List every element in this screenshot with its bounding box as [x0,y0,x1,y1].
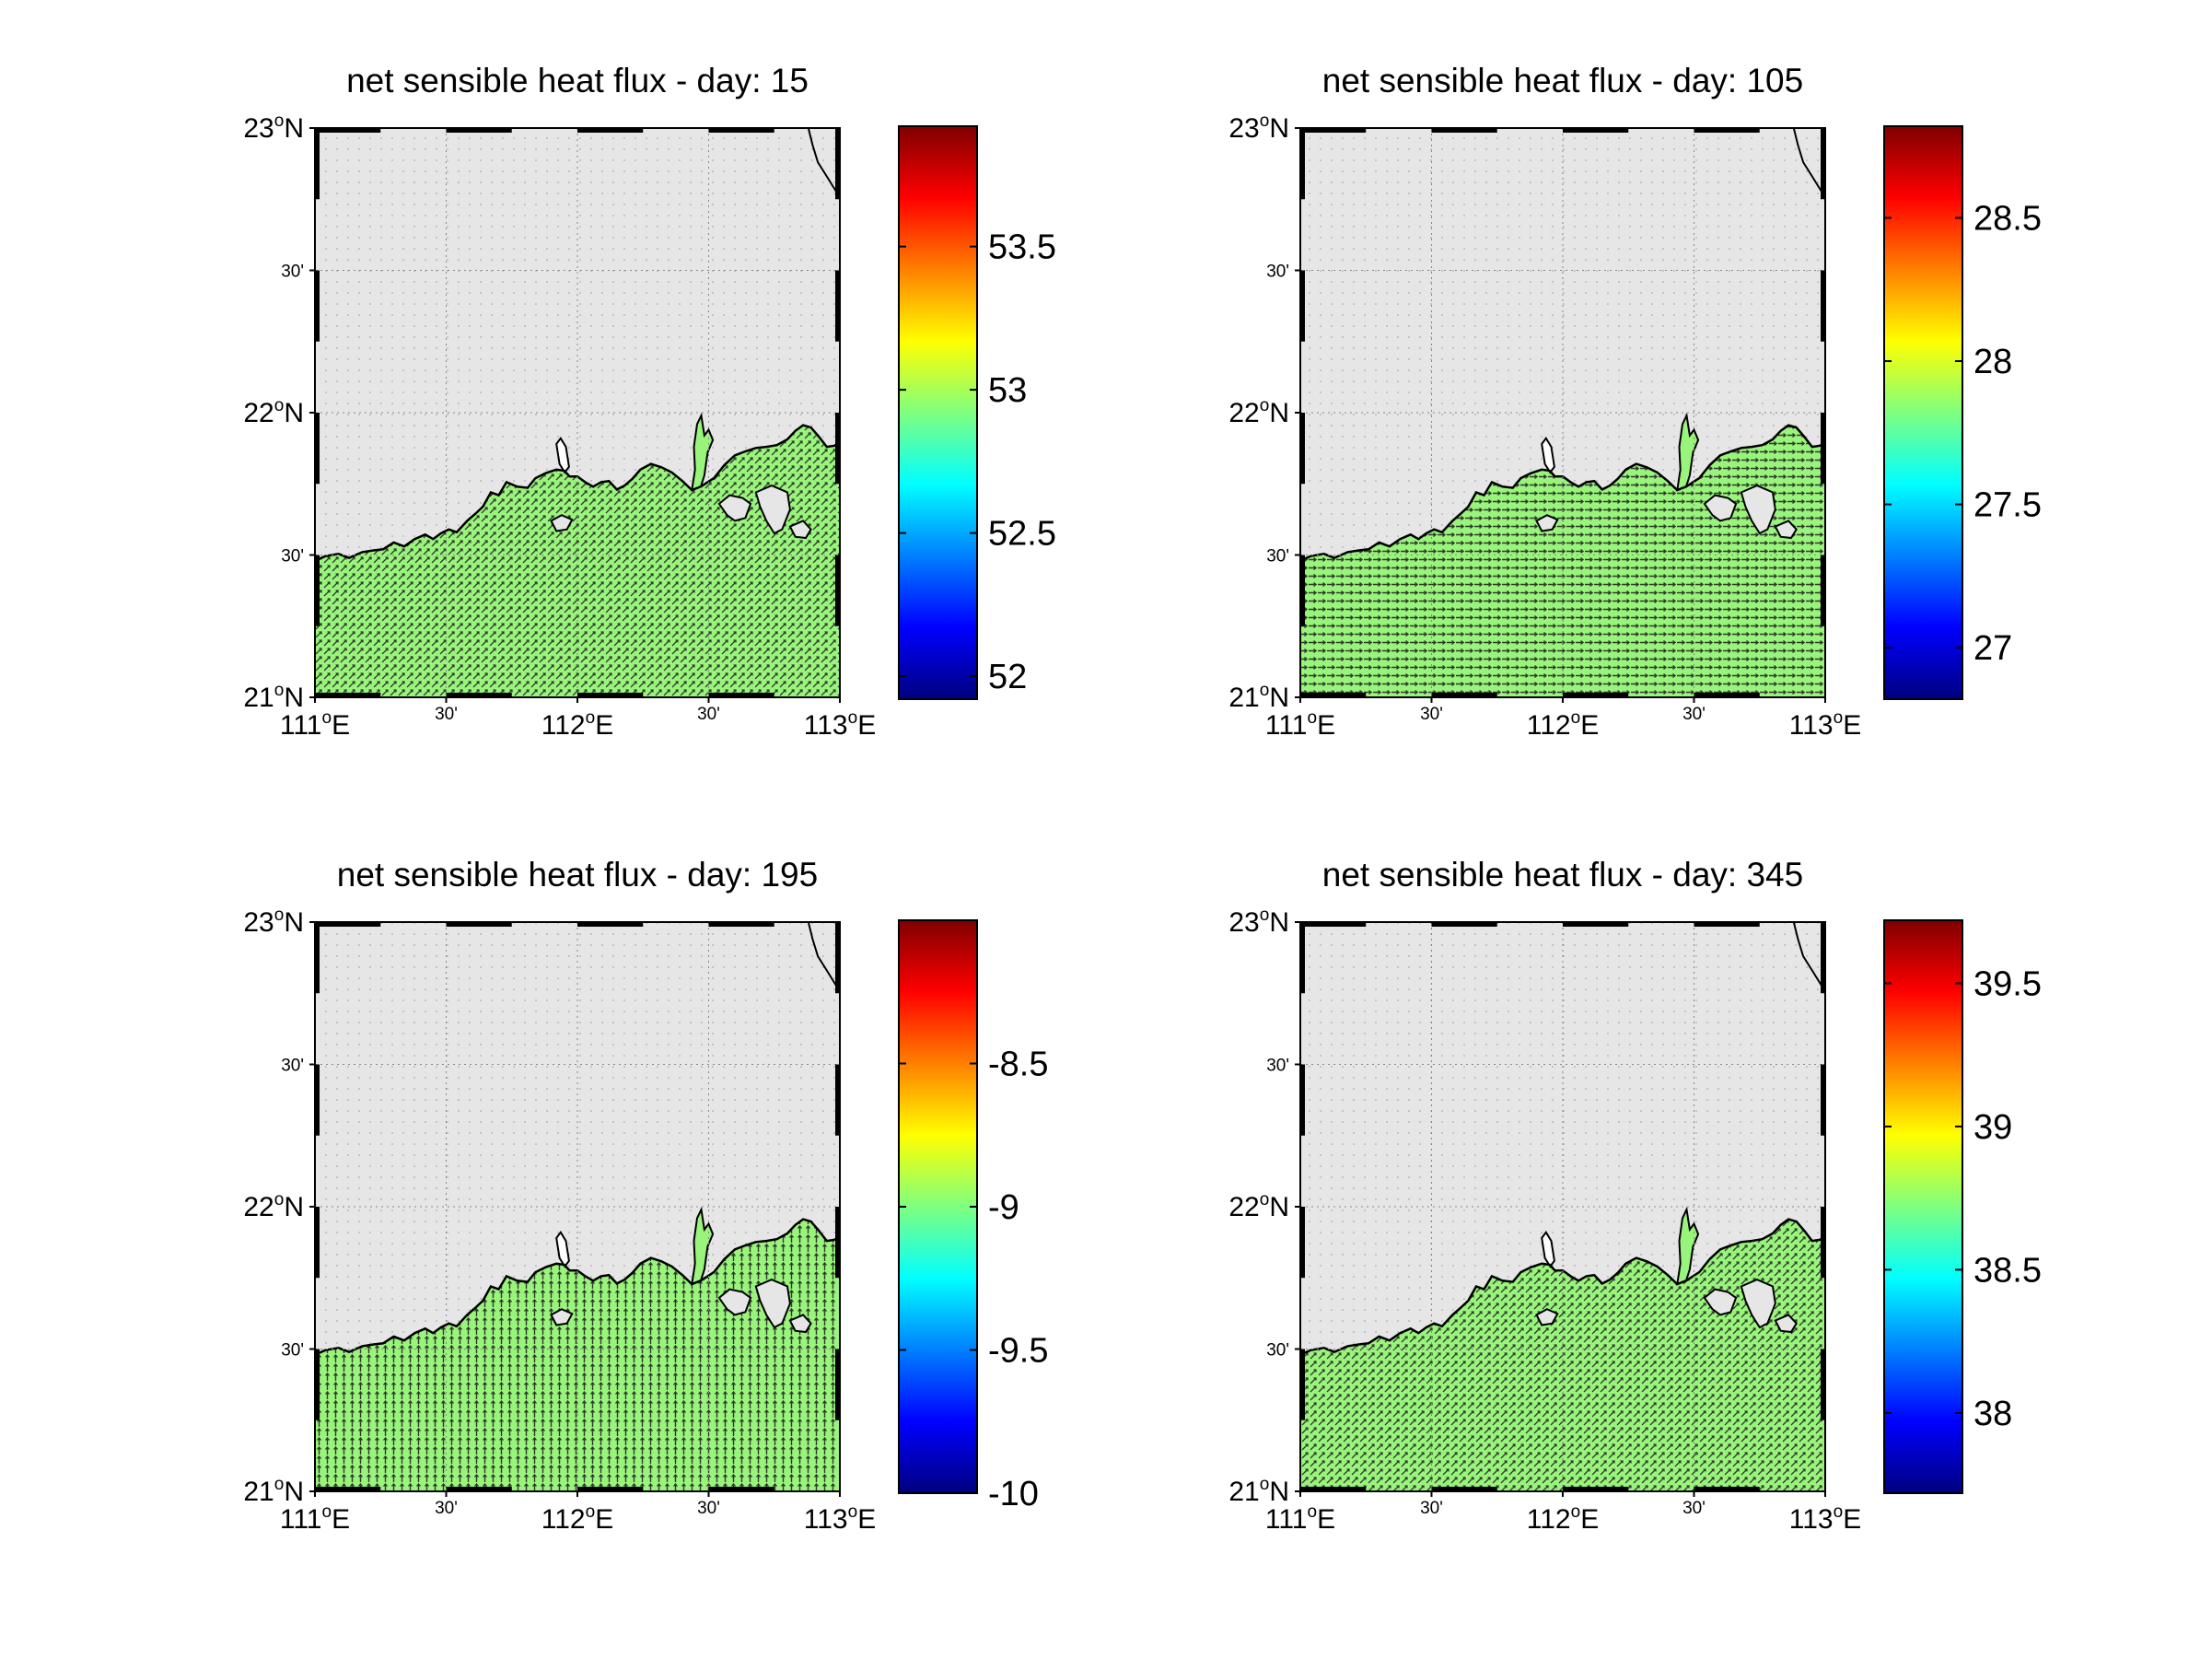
colorbar-tick-label: 52.5 [988,515,1056,554]
lon-tick-label: 112oE [1527,1502,1599,1535]
lat-tick-label: 30' [1266,1057,1289,1076]
colorbar-tick-label: 53 [988,371,1027,410]
island [1703,1288,1738,1316]
coastline [1299,1218,1826,1356]
panel-title: net sensible heat flux - day: 15 [346,62,809,99]
bay [1676,412,1700,492]
map-panel-3: net sensible heat flux - day: 195 23oN 30'… [243,856,1048,1535]
lat-tick-label: 23oN [243,905,304,938]
bay [691,1206,715,1286]
colorbar-tick-label: 39 [1973,1108,2012,1147]
island [1774,520,1798,540]
colorbar-tick-label: -9.5 [988,1332,1048,1371]
lon-tick-label: 113oE [1789,708,1861,741]
lon-tick-label: 30' [1682,1499,1706,1518]
island [788,1314,812,1334]
lon-tick-label: 30' [1420,1499,1443,1518]
lat-tick-label: 22oN [1228,396,1289,428]
map-panel-4: net sensible heat flux - day: 345 23oN 30'… [1228,856,2042,1535]
colorbar [1883,919,1963,1494]
lat-tick-label: 23oN [1228,111,1289,144]
panels-root: net sensible heat flux - day: 15 23oN 30' 2… [243,62,2042,1535]
colorbar-tick-label: 52 [988,658,1027,696]
lat-tick-label: 30' [1266,263,1289,282]
lat-tick-label: 23oN [243,111,304,144]
colorbar-tick-label: 38 [1973,1395,2012,1433]
lon-tick-label: 30' [697,705,720,724]
island [754,1279,791,1329]
lat-tick-label: 22oN [243,396,304,428]
island [717,494,752,522]
lon-tick-label: 113oE [804,708,876,741]
coastline [1299,424,1826,562]
lat-tick-label: 21oN [1228,681,1289,713]
lake [555,1231,570,1268]
island [1740,1279,1776,1329]
island [550,1308,574,1326]
island [717,1288,752,1316]
lake [1541,437,1555,474]
lake [1541,1231,1555,1268]
bay [1676,1206,1700,1286]
lon-tick-label: 30' [1420,705,1443,724]
lon-tick-label: 111oE [1265,708,1335,741]
lake [555,437,570,474]
lon-tick-label: 111oE [280,708,350,741]
lat-tick-label: 30' [1266,1341,1289,1361]
colorbar [898,919,978,1494]
lon-tick-label: 112oE [1527,708,1599,741]
colorbar [1883,125,1963,700]
island [1774,1314,1798,1334]
lat-tick-label: 21oN [243,681,304,713]
panel-title: net sensible heat flux - day: 345 [1322,856,1803,894]
island [1535,1308,1559,1326]
colorbar-tick-label: 27 [1973,629,2012,668]
island [550,514,574,532]
coastline [314,1218,841,1356]
panel-title: net sensible heat flux - day: 195 [337,856,818,894]
island [1535,514,1559,532]
lat-tick-label: 30' [281,547,304,567]
colorbar-tick-label: 28 [1973,343,2012,381]
lat-tick-label: 30' [281,1057,304,1076]
colorbar-tick-label: -9 [988,1188,1019,1227]
map-panel-1: net sensible heat flux - day: 15 23oN 30' 2… [243,62,1056,741]
coastline [314,424,841,562]
lat-tick-label: 23oN [1228,905,1289,938]
lat-tick-label: 22oN [243,1190,304,1222]
lon-tick-label: 30' [697,1499,720,1518]
lat-tick-label: 30' [281,1341,304,1361]
island [1740,485,1776,535]
colorbar-tick-label: 39.5 [1973,964,2042,1003]
map-panel-2: net sensible heat flux - day: 105 23oN 30'… [1228,62,2042,741]
lon-tick-label: 112oE [541,1502,613,1535]
lon-tick-label: 30' [435,1499,458,1518]
colorbar-tick-label: -8.5 [988,1046,1048,1084]
colorbar-tick-label: 27.5 [1973,486,2042,525]
lon-tick-label: 113oE [804,1502,876,1535]
lon-tick-label: 112oE [541,708,613,741]
lat-tick-label: 30' [281,263,304,282]
panel-title: net sensible heat flux - day: 105 [1322,62,1803,99]
colorbar-tick-label: 38.5 [1973,1251,2042,1290]
island [1703,494,1738,522]
lon-tick-label: 30' [1682,705,1706,724]
island [788,520,812,540]
lat-tick-label: 21oN [1228,1475,1289,1507]
colorbar [898,125,978,700]
island [754,485,791,535]
bay [691,412,715,492]
lon-tick-label: 111oE [280,1502,350,1535]
colorbar-tick-label: -10 [988,1475,1039,1513]
lat-tick-label: 22oN [1228,1190,1289,1222]
colorbar-tick-label: 28.5 [1973,200,2042,239]
lon-tick-label: 113oE [1789,1502,1861,1535]
lat-tick-label: 21oN [243,1475,304,1507]
lat-tick-label: 30' [1266,547,1289,567]
lon-tick-label: 30' [435,705,458,724]
lon-tick-label: 111oE [1265,1502,1335,1535]
colorbar-tick-label: 53.5 [988,228,1056,267]
